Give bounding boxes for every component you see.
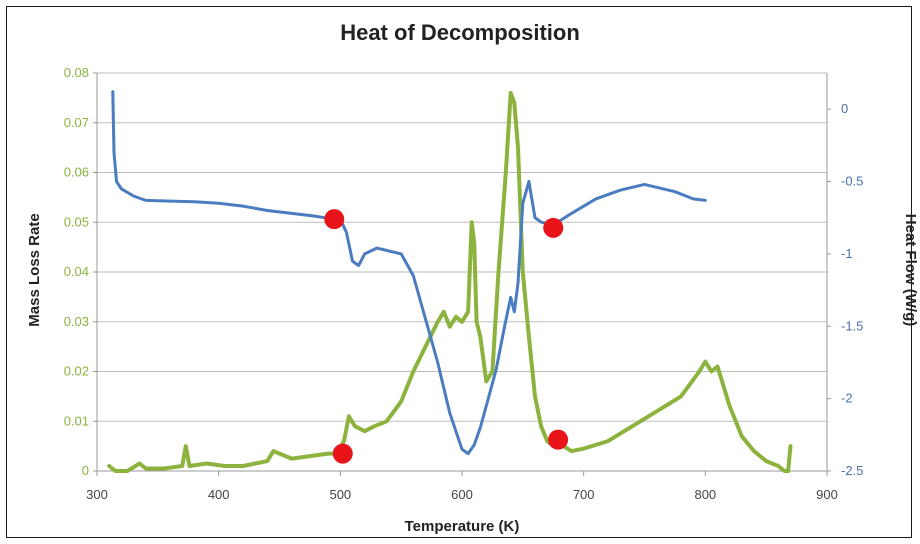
y-left-tick-label: 0.01 xyxy=(64,413,89,428)
point-markers xyxy=(324,209,569,464)
x-tick-label: 400 xyxy=(208,487,230,502)
point-marker xyxy=(332,443,353,464)
x-tick-label: 700 xyxy=(573,487,595,502)
y-left-tick-label: 0.05 xyxy=(64,214,89,229)
x-tick-label: 800 xyxy=(694,487,716,502)
y-left-tick-label: 0.06 xyxy=(64,165,89,180)
tick-labels: 0 0.01 0.02 0.03 0.04 0.05 0.06 0.07 0.08 300 400 5… xyxy=(64,65,864,502)
point-marker xyxy=(324,209,345,230)
y-left-tick-label: 0.02 xyxy=(64,364,89,379)
left-y-axis-title: Mass Loss Rate xyxy=(26,213,43,326)
y-right-tick-label: -0.5 xyxy=(841,174,863,189)
mass-loss-rate-line xyxy=(107,90,793,473)
y-right-tick-label: 0 xyxy=(841,101,848,116)
y-left-tick-label: 0.08 xyxy=(64,65,89,80)
point-marker xyxy=(543,217,564,238)
x-tick-label: 300 xyxy=(86,487,108,502)
y-left-tick-label: 0.03 xyxy=(64,314,89,329)
right-y-axis-title: Heat Flow (W/g) xyxy=(902,214,919,327)
heat-flow-line xyxy=(111,90,707,456)
axes xyxy=(93,72,831,476)
y-left-tick-label: 0.07 xyxy=(64,115,89,130)
x-axis-title: Temperature (K) xyxy=(405,518,520,535)
y-left-tick-label: 0 xyxy=(82,463,89,478)
chart-title: Heat of Decomposition xyxy=(340,20,580,45)
y-left-tick-label: 0.04 xyxy=(64,264,89,279)
y-right-tick-label: -1.5 xyxy=(841,318,863,333)
x-tick-label: 500 xyxy=(329,487,351,502)
point-marker xyxy=(548,429,569,450)
y-right-tick-label: -2 xyxy=(841,391,853,406)
x-tick-label: 900 xyxy=(816,487,838,502)
series-lines xyxy=(107,90,793,473)
gridlines xyxy=(97,72,827,422)
x-tick-label: 600 xyxy=(451,487,473,502)
y-right-tick-label: -1 xyxy=(841,246,853,261)
y-right-tick-label: -2.5 xyxy=(841,463,863,478)
